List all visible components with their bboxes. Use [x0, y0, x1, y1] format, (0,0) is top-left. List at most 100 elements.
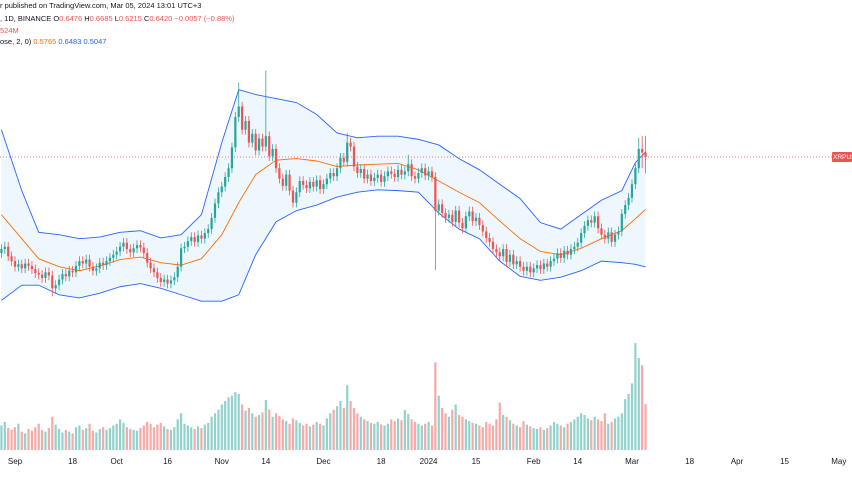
- candle-body: [91, 266, 95, 271]
- candle-body: [373, 177, 376, 182]
- volume-bar: [57, 428, 61, 450]
- x-tick-label: 16: [163, 457, 172, 466]
- candle-body: [41, 274, 44, 278]
- x-tick-label: Apr: [731, 457, 744, 466]
- volume-bar: [318, 423, 322, 450]
- candle-body: [356, 166, 359, 174]
- candle-body: [376, 174, 379, 178]
- volume-bar: [295, 420, 298, 450]
- volume-bar: [624, 399, 627, 450]
- candle-body: [190, 237, 193, 242]
- candle-body: [169, 280, 173, 284]
- volume-bar: [149, 423, 152, 450]
- candle-body: [244, 120, 247, 130]
- candle-body: [220, 186, 223, 193]
- volume-bar: [115, 423, 118, 450]
- volume-bar: [583, 414, 586, 450]
- volume-bar: [278, 415, 281, 450]
- volume-bar: [146, 421, 149, 450]
- candle-body: [74, 265, 78, 273]
- candle-body: [54, 285, 57, 289]
- x-tick-label: 14: [573, 457, 582, 466]
- volume-bar: [190, 427, 193, 450]
- candle-body: [224, 177, 227, 187]
- volume-bar: [356, 413, 359, 450]
- candle-body: [268, 136, 271, 157]
- volume-bar: [441, 407, 444, 450]
- volume-bar: [251, 413, 254, 450]
- candle-body: [346, 142, 349, 162]
- volume-bar: [613, 418, 617, 450]
- volume-bar: [183, 423, 186, 450]
- ohlc-value: 0.6420: [149, 14, 173, 23]
- band-fill: [1, 89, 646, 302]
- candle-body: [461, 222, 464, 229]
- candle-body: [210, 217, 213, 230]
- candle-body: [552, 258, 556, 262]
- volume-bar: [68, 431, 71, 450]
- candle-body: [122, 242, 125, 247]
- candle-body: [634, 168, 637, 185]
- volume-bar: [322, 425, 325, 450]
- volume-bar: [27, 428, 30, 450]
- candle-body: [369, 174, 373, 182]
- candle-body: [176, 266, 179, 278]
- candle-body: [329, 173, 332, 179]
- candle-body: [129, 249, 132, 253]
- candle-body: [57, 279, 61, 286]
- bb-value: 0.5047: [83, 37, 107, 46]
- candle-body: [227, 168, 230, 178]
- ohlc-value: 0.6685: [89, 14, 113, 23]
- symbol: , 1D, BINANCE: [0, 14, 52, 23]
- candle-body: [441, 204, 444, 214]
- volume-bar: [430, 425, 434, 450]
- volume-bar: [210, 416, 213, 450]
- volume-bar: [264, 400, 267, 450]
- ohlc-value: 0.6215: [118, 14, 142, 23]
- candle-body: [251, 133, 254, 143]
- volume-bar: [64, 429, 67, 450]
- last-price-box: [832, 151, 852, 162]
- volume-bar: [163, 426, 166, 450]
- volume-bar: [603, 413, 606, 450]
- volume-bar: [454, 404, 457, 450]
- last-price-label: XRPUS: [833, 154, 852, 161]
- volume-bar: [274, 413, 278, 450]
- volume-bar: [335, 406, 339, 450]
- candle-body: [274, 148, 278, 169]
- candle-body: [627, 197, 630, 206]
- candle-body: [549, 261, 552, 267]
- candle-body: [207, 229, 210, 234]
- volume-bar: [118, 419, 122, 450]
- candle-body: [261, 138, 264, 147]
- candle-body: [149, 262, 152, 269]
- volume-bar: [176, 419, 179, 450]
- volume-bar: [451, 409, 454, 450]
- candle-body: [30, 265, 34, 270]
- candle-body: [620, 213, 623, 232]
- volume-bar: [169, 429, 173, 450]
- candle-body: [312, 181, 315, 187]
- volume-bar: [485, 421, 488, 450]
- volume-bar: [142, 425, 145, 450]
- x-tick-label: Sep: [8, 457, 23, 466]
- x-tick-label: 2024: [420, 457, 438, 466]
- candle-body: [444, 213, 447, 218]
- volume-bar: [220, 404, 223, 450]
- bb-value: 0.6483: [58, 37, 82, 46]
- candle-body: [257, 138, 261, 151]
- volume-bar: [573, 419, 576, 450]
- candle-body: [112, 254, 115, 258]
- volume-bar: [447, 416, 451, 450]
- volume-bar: [200, 428, 203, 450]
- candle-body: [457, 210, 461, 223]
- candle-body: [471, 211, 474, 222]
- volume-bar: [400, 420, 403, 450]
- volume-bar: [193, 428, 196, 450]
- candle-body: [519, 261, 522, 267]
- candle-body: [590, 220, 593, 223]
- candle-body: [396, 169, 400, 178]
- candle-body: [410, 164, 413, 177]
- candle-body: [488, 237, 491, 242]
- volume-bar: [10, 429, 13, 450]
